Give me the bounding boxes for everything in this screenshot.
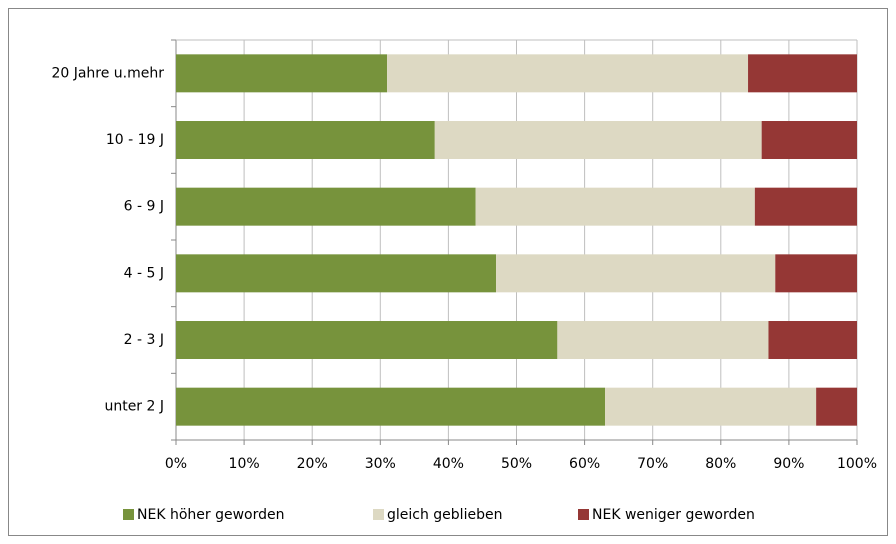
bar-segment [176, 387, 606, 426]
x-tick-label: 0% [165, 456, 187, 472]
x-tick-label: 50% [501, 456, 532, 472]
y-tick-label: 4 - 5 J [124, 265, 164, 281]
legend-label: NEK weniger geworden [592, 507, 755, 523]
bar-segment [434, 121, 762, 159]
bar-segment [176, 187, 476, 226]
x-tick-label: 20% [297, 456, 328, 472]
x-tick-label: 70% [637, 456, 668, 472]
legend-label: NEK höher geworden [137, 507, 284, 523]
bar-segment [761, 121, 857, 159]
legend-swatch [123, 509, 134, 520]
y-tick-label: 20 Jahre u.mehr [51, 65, 164, 81]
bar-segment [605, 387, 817, 426]
bar-segment [176, 54, 388, 93]
bar-segment [387, 54, 749, 93]
bar-segment [768, 321, 857, 359]
y-tick-label: unter 2 J [104, 399, 164, 415]
bar-segment [754, 187, 857, 226]
y-tick-label: 6 - 9 J [124, 199, 164, 215]
bar-segment [557, 321, 769, 359]
x-tick-label: 30% [365, 456, 396, 472]
x-tick-label: 10% [229, 456, 260, 472]
x-tick-label: 100% [837, 456, 877, 472]
bar-segment [176, 321, 558, 359]
x-tick-label: 80% [705, 456, 736, 472]
y-tick-label: 10 - 19 J [106, 132, 164, 148]
bar-segment [475, 187, 755, 226]
bar-segment [496, 254, 776, 293]
bar-segment [775, 254, 857, 293]
y-tick-label: 2 - 3 J [124, 332, 164, 348]
x-tick-label: 40% [433, 456, 464, 472]
bar-segment [816, 387, 857, 426]
bar-segment [176, 121, 435, 159]
x-tick-label: 90% [773, 456, 804, 472]
legend-swatch [578, 509, 589, 520]
legend-swatch [373, 509, 384, 520]
x-tick-label: 60% [569, 456, 600, 472]
bar-segment [748, 54, 857, 93]
legend-label: gleich geblieben [387, 507, 502, 523]
bar-segment [176, 254, 497, 293]
